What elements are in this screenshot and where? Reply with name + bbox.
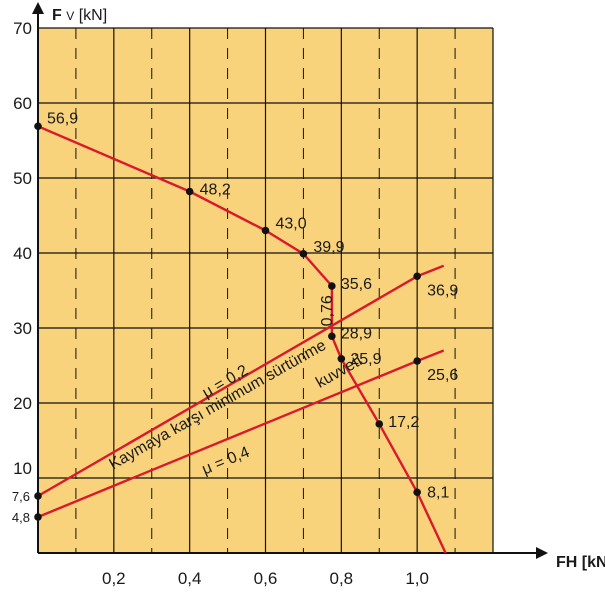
data-label: 48,2 [200,182,231,199]
data-point [185,187,194,196]
annotation: 0,76 [319,295,336,326]
x-tick-label: 0,2 [102,569,126,588]
y-tick-label: 30 [13,319,32,338]
y-axis-arrow-icon [32,2,44,14]
data-label: 56,9 [47,110,78,127]
y-tick-label-small: 4,8 [12,510,30,525]
grid [38,27,494,553]
data-point [337,354,346,363]
data-label: 17,2 [388,414,419,431]
y-tick-label: 70 [13,19,32,38]
y-tick-label: 60 [13,94,32,113]
data-point [299,249,308,258]
y-tick-label: 40 [13,244,32,263]
data-point [413,272,421,281]
data-label: 36,9 [427,282,458,299]
data-label: 8,1 [427,484,449,501]
y-tick-label: 10 [13,459,32,478]
x-axis-title: FH [kN] [556,554,605,571]
data-point [34,513,42,521]
y-axis-title-main: F [52,7,62,24]
y-tick-label-small: 7,6 [12,489,30,504]
series-line-capacity [37,125,447,554]
data-point [375,420,384,428]
data-point [328,282,336,290]
data-label: 43,0 [276,216,307,233]
data-point [261,226,270,235]
data-point [34,492,42,500]
x-tick-label: 0,8 [330,569,354,588]
data-label: 35,6 [341,276,372,293]
data-points [34,122,421,521]
y-tick-label: 20 [13,394,32,413]
data-point [413,488,421,497]
data-label: 25,9 [350,351,381,368]
data-point [413,357,421,365]
x-axis-arrow-icon [536,547,548,559]
x-tick-label: 1,0 [405,569,429,588]
data-label: 39,9 [313,239,344,256]
data-point [328,332,336,341]
y-axis-title-unit: [kN] [79,7,107,24]
axes: 0,2 0,4 0,6 0,8 1,0 10 20 30 40 50 60 70 7,6 4,8 [12,2,548,588]
data-label: 28,9 [341,325,372,342]
y-axis-title-sub: V [66,9,74,23]
data-label: 25,6 [427,367,458,384]
y-tick-label: 50 [13,169,32,188]
y-axis-title: F V [kN] [52,7,107,24]
x-tick-label: 0,6 [254,569,278,588]
data-point [34,122,42,131]
x-tick-label: 0,4 [178,569,202,588]
